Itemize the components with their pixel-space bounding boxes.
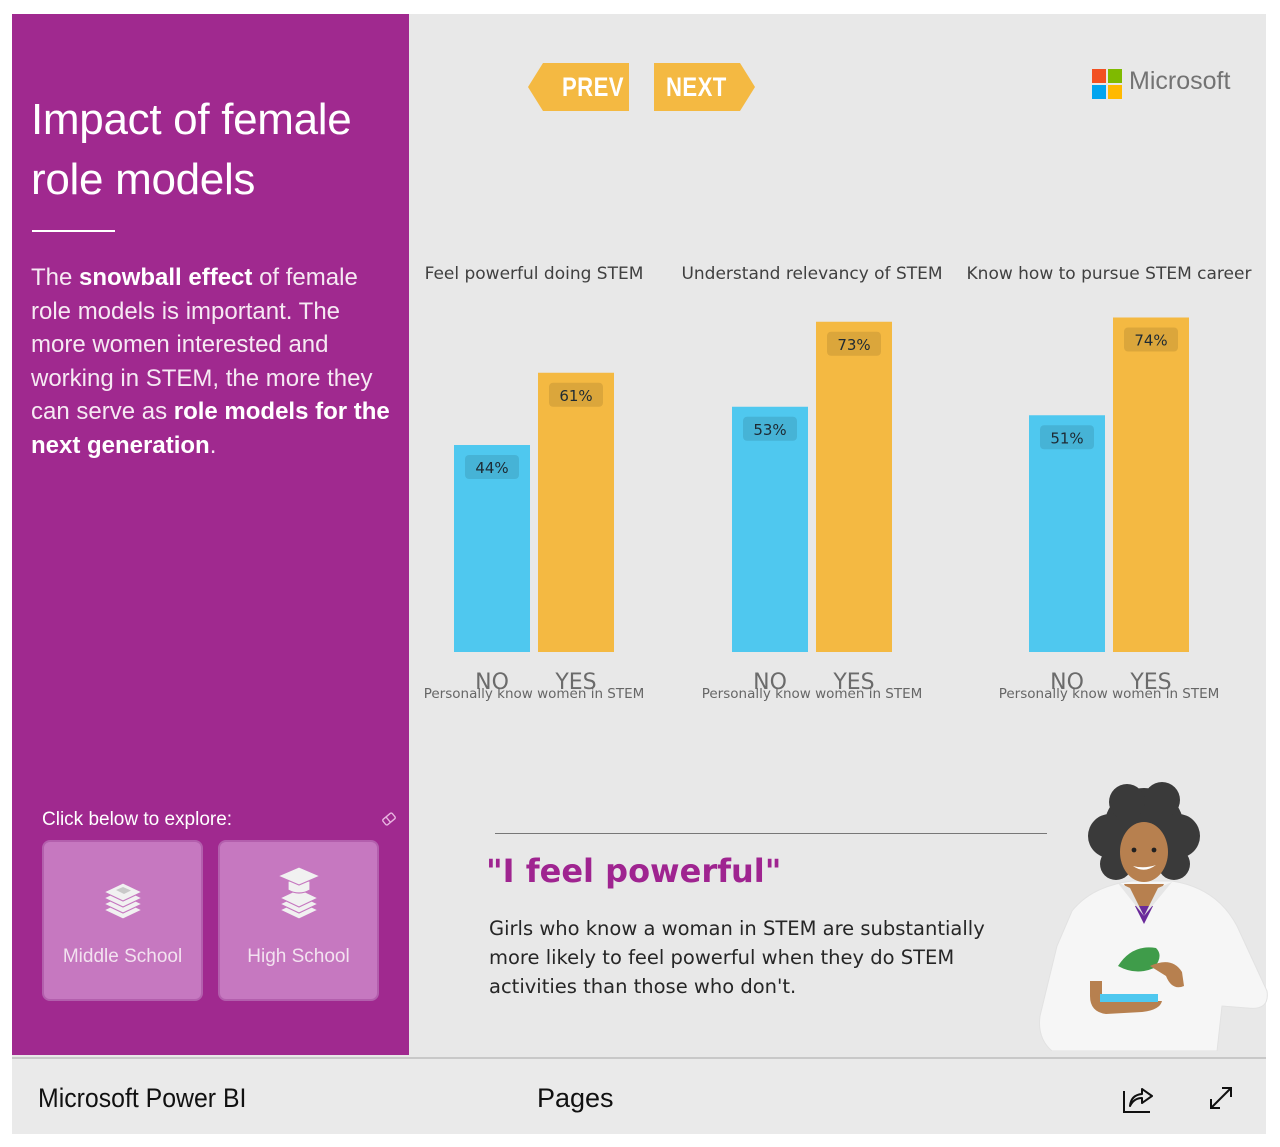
footer-bar: Microsoft Power BI Pages <box>12 1057 1266 1134</box>
power-bi-brand[interactable]: Microsoft Power BI <box>38 1083 247 1113</box>
chart-title: Feel powerful doing STEM <box>424 264 644 284</box>
data-label-background <box>465 455 519 479</box>
middle-school-label: Middle School <box>62 946 183 967</box>
panel-description: The snowball effect of female role model… <box>31 261 391 462</box>
category-label: NO <box>1050 670 1084 692</box>
x-axis-label: Personally know women in STEM <box>998 686 1220 702</box>
data-label: 53% <box>753 421 786 439</box>
next-button[interactable]: NEXT <box>654 63 755 111</box>
category-label: YES <box>554 670 596 692</box>
logo-square-blue <box>1092 85 1106 99</box>
bar-no[interactable] <box>732 406 808 652</box>
category-label: NO <box>475 670 509 692</box>
scientist-woman-illustration <box>1039 782 1268 1051</box>
chart-title: Understand relevancy of STEM <box>681 264 943 284</box>
bar-yes[interactable] <box>538 372 614 652</box>
category-label: NO <box>753 670 787 692</box>
chart-pursue-career: Know how to pursue STEM career 51% NO 74% YE… <box>964 262 1254 712</box>
middle-school-button[interactable]: Middle School <box>42 840 203 1001</box>
description-text: of female role models is important. The … <box>31 264 373 425</box>
books-icon <box>102 882 143 920</box>
bar-no[interactable] <box>454 445 530 652</box>
chart-plot: 44% NO 61% YES <box>454 372 614 692</box>
category-label: YES <box>1129 670 1171 692</box>
chart-title: Know how to pursue STEM career <box>966 264 1252 284</box>
description-text: The <box>31 264 80 291</box>
x-axis-label: Personally know women in STEM <box>423 686 645 702</box>
description-text: . <box>209 431 217 459</box>
title-divider <box>32 230 115 232</box>
quote-title: "I feel powerful" <box>486 852 782 890</box>
prev-arrow-shape <box>528 63 629 111</box>
bar-no[interactable] <box>1029 415 1105 652</box>
data-label-background <box>827 331 881 356</box>
logo-square-green <box>1108 69 1122 83</box>
page-title-line-1: Impact of female <box>31 95 352 144</box>
data-label: 51% <box>1050 429 1083 447</box>
explore-label: Click below to explore: <box>42 809 233 830</box>
graduation-books-icon <box>275 866 322 920</box>
x-axis-label: Personally know women in STEM <box>701 686 923 702</box>
chart-plot: 53% NO 73% YES <box>732 321 892 692</box>
chart-plot: 51% NO 74% YES <box>1029 317 1189 692</box>
prev-label: PREV <box>562 72 624 102</box>
chart-understand-relevancy: Understand relevancy of STEM 53% NO 73% YES P… <box>667 262 957 712</box>
expand-icon[interactable] <box>1206 1083 1236 1113</box>
quote-divider <box>495 833 1047 834</box>
data-label-background <box>549 382 603 407</box>
data-label: 44% <box>475 459 508 477</box>
data-label-background <box>743 416 797 441</box>
microsoft-squares-icon <box>1092 69 1122 99</box>
page-title: Impact of female role models <box>31 90 391 210</box>
data-label: 73% <box>837 336 870 354</box>
emphasis-text: snowball effect <box>79 264 253 291</box>
eraser-icon[interactable] <box>380 810 398 828</box>
pages-menu[interactable]: Pages <box>537 1083 614 1113</box>
share-icon[interactable] <box>1120 1081 1156 1115</box>
report-frame: Impact of female role models The snowbal… <box>12 14 1268 1134</box>
left-panel: Impact of female role models The snowbal… <box>12 14 409 1055</box>
page-title-line-2: role models <box>31 155 256 204</box>
quote-body: Girls who know a woman in STEM are subst… <box>489 917 985 998</box>
high-school-button[interactable]: High School <box>218 840 379 1001</box>
emphasis-text: role models for the next generation <box>31 398 390 459</box>
next-label: NEXT <box>666 72 727 102</box>
data-label-background <box>1040 425 1094 450</box>
data-label: 61% <box>559 387 592 405</box>
bar-yes[interactable] <box>1113 317 1189 653</box>
prev-button[interactable]: PREV <box>528 63 629 111</box>
chart-feel-powerful: Feel powerful doing STEM 44% NO 61% YES Perso… <box>389 262 679 712</box>
high-school-label: High School <box>247 946 350 967</box>
logo-square-yellow <box>1108 85 1122 99</box>
data-label-background <box>1124 327 1178 352</box>
microsoft-wordmark: Microsoft <box>1129 67 1231 95</box>
next-arrow-shape <box>654 63 755 111</box>
bar-yes[interactable] <box>816 321 892 652</box>
category-label: YES <box>832 670 874 692</box>
logo-square-red <box>1092 69 1106 83</box>
data-label: 74% <box>1134 332 1167 350</box>
